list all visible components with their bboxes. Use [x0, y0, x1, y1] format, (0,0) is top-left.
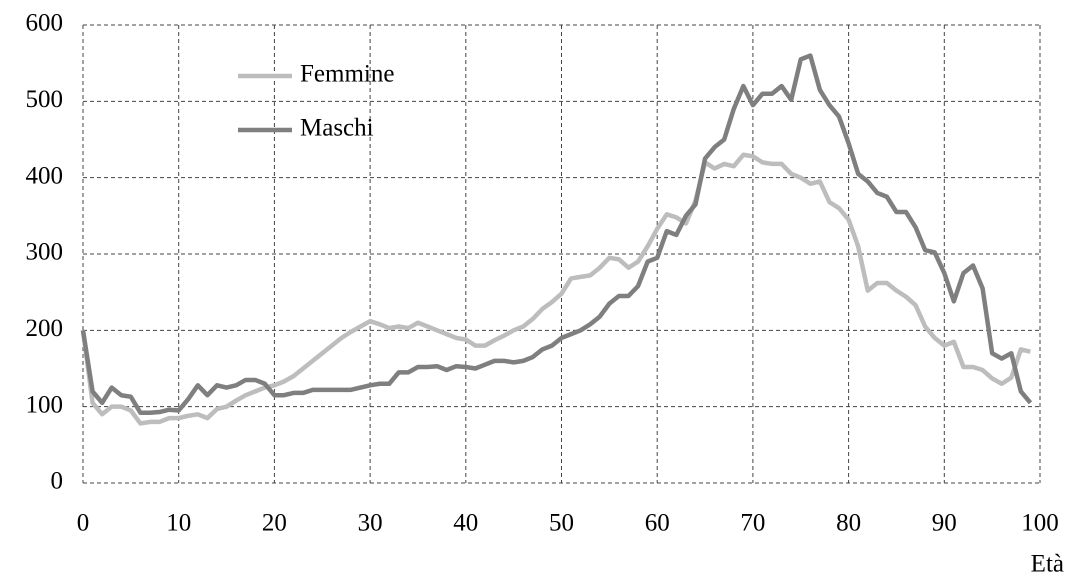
y-tick-label: 600	[26, 10, 64, 37]
x-tick-label: 50	[549, 510, 574, 537]
x-tick-label: 80	[836, 510, 861, 537]
y-tick-label: 200	[26, 315, 64, 342]
x-tick-label: 100	[1021, 510, 1059, 537]
x-tick-label: 10	[166, 510, 191, 537]
legend-label: Femmine	[300, 61, 394, 88]
y-tick-label: 500	[26, 86, 64, 113]
x-tick-label: 20	[262, 510, 287, 537]
y-tick-label: 100	[26, 391, 64, 418]
x-tick-label: 0	[77, 510, 90, 537]
series-line	[80, 53, 1033, 416]
series-line	[80, 152, 1031, 426]
y-tick-label: 300	[26, 239, 64, 266]
x-tick-label: 30	[358, 510, 383, 537]
x-tick-label: 70	[740, 510, 765, 537]
y-tick-label: 400	[26, 162, 64, 189]
x-axis-label: Età	[1031, 551, 1064, 578]
x-tick-label: 90	[932, 510, 957, 537]
legend-label: Maschi	[300, 115, 374, 142]
y-tick-label: 0	[51, 468, 64, 495]
x-tick-label: 40	[453, 510, 478, 537]
x-tick-label: 60	[645, 510, 670, 537]
